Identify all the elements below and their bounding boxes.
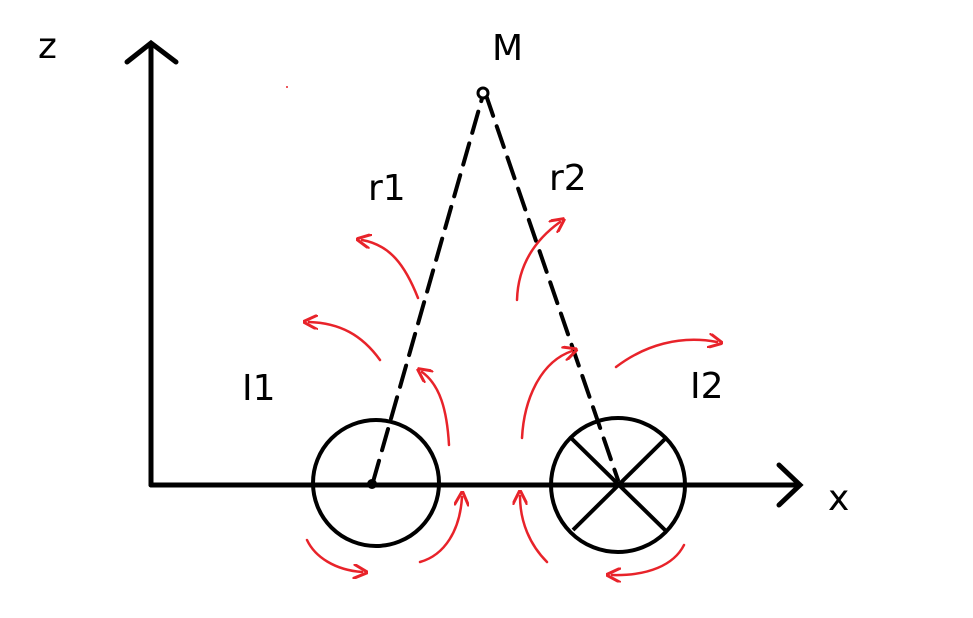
point-m-label: M (492, 28, 523, 69)
field-arrow (520, 496, 549, 564)
field-arrow (418, 497, 462, 564)
wire-2 (549, 416, 687, 554)
x-axis-label: x (828, 478, 849, 519)
field-arrow (305, 538, 362, 572)
field-arrow (362, 240, 420, 300)
axes (124, 39, 804, 508)
wire-2-label: I2 (690, 366, 724, 407)
stray-mark (286, 86, 288, 88)
distance-lines (371, 93, 620, 484)
field-arrow (422, 372, 451, 447)
field-arrow (515, 222, 560, 302)
wire-2-cross-stroke-b (571, 435, 669, 532)
field-arrow (614, 340, 717, 369)
field-arrow (309, 322, 382, 362)
point-m-marker (476, 86, 490, 100)
wire-1 (311, 418, 441, 548)
wire-2-circle (549, 416, 687, 554)
r1-dashed-line (371, 93, 485, 484)
wire-1-dot-symbol (367, 479, 377, 489)
field-arrow (612, 543, 686, 575)
field-lines-wire-2 (517, 222, 717, 575)
x-axis-arrowhead (776, 462, 804, 508)
field-arrow (520, 351, 572, 440)
z-axis-label: z (38, 26, 57, 67)
r2-dashed-line (484, 93, 620, 482)
wire-1-circle (311, 418, 441, 548)
r1-label: r1 (368, 168, 406, 209)
field-lines-wire-1 (307, 240, 462, 572)
wire-1-label: I1 (242, 368, 276, 409)
z-axis-arrowhead (124, 39, 179, 65)
r2-label: r2 (549, 158, 587, 199)
